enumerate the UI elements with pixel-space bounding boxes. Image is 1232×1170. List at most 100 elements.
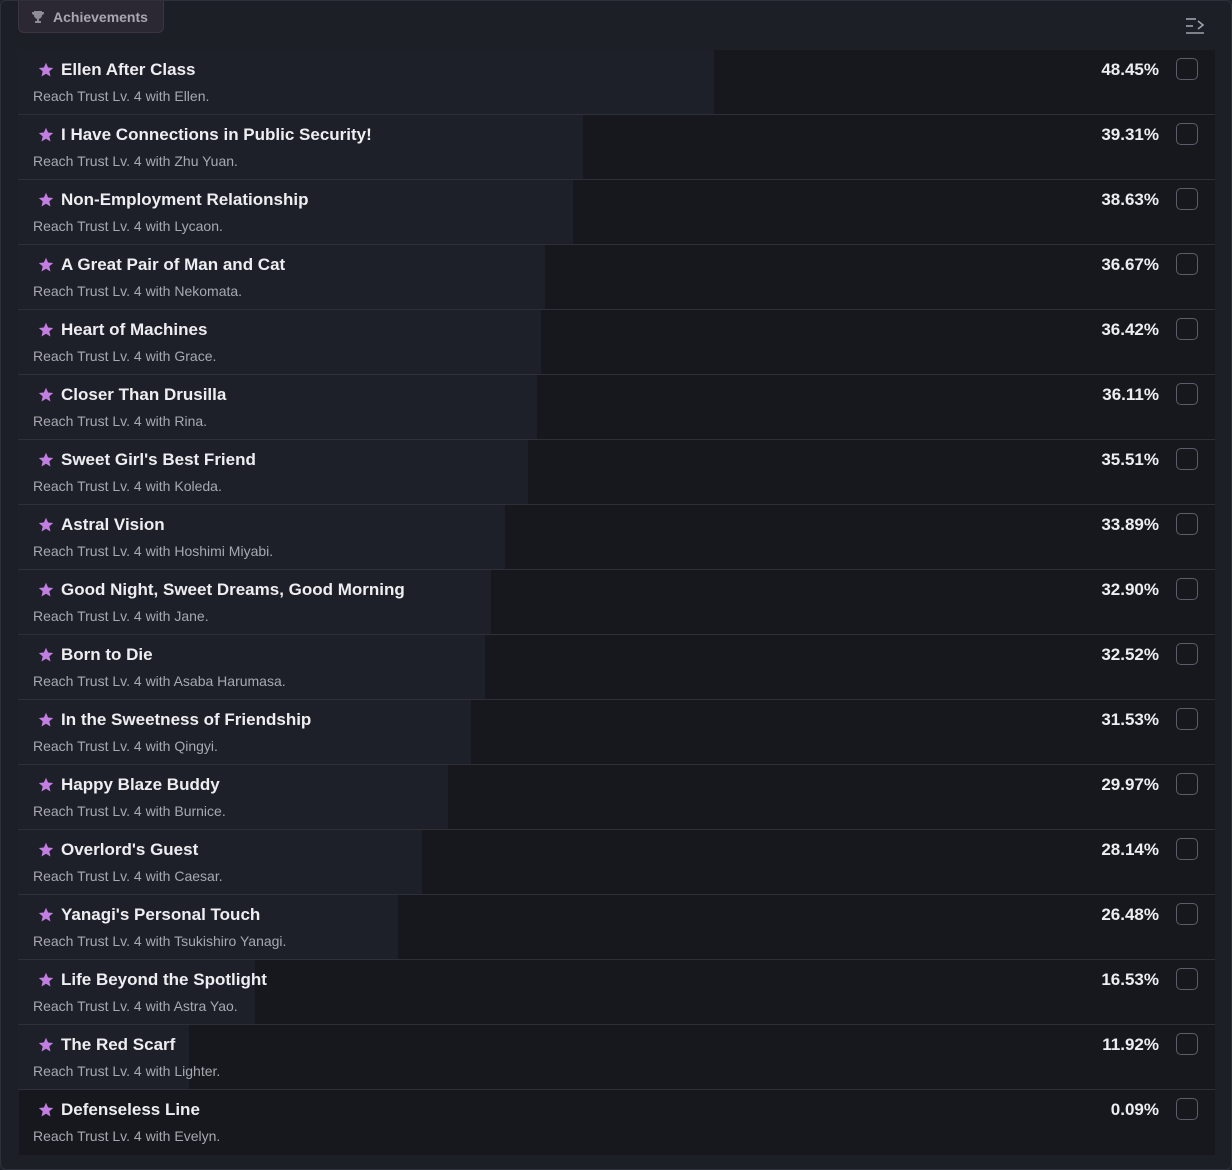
achievement-title: Good Night, Sweet Dreams, Good Morning xyxy=(61,580,405,599)
achievement-description: Reach Trust Lv. 4 with Koleda. xyxy=(33,478,222,494)
achievement-percent: 36.67% xyxy=(1101,255,1159,274)
achievement-description: Reach Trust Lv. 4 with Caesar. xyxy=(33,868,223,884)
achievement-row[interactable]: Born to Die Reach Trust Lv. 4 with Asaba … xyxy=(18,635,1215,700)
achievement-percent: 32.90% xyxy=(1101,580,1159,599)
achievement-checkbox[interactable] xyxy=(1176,383,1198,405)
achievement-description: Reach Trust Lv. 4 with Grace. xyxy=(33,348,217,364)
achievement-checkbox[interactable] xyxy=(1176,448,1198,470)
achievement-description: Reach Trust Lv. 4 with Hoshimi Miyabi. xyxy=(33,543,274,559)
achievement-title: Overlord's Guest xyxy=(61,840,199,859)
achievement-percent: 16.53% xyxy=(1101,970,1159,989)
achievement-title: Sweet Girl's Best Friend xyxy=(61,450,256,469)
achievement-description: Reach Trust Lv. 4 with Qingyi. xyxy=(33,738,218,754)
achievement-row[interactable]: Yanagi's Personal Touch Reach Trust Lv. 4… xyxy=(18,895,1215,960)
completion-bar xyxy=(18,960,256,1024)
achievement-description: Reach Trust Lv. 4 with Nekomata. xyxy=(33,283,243,299)
achievement-row[interactable]: I Have Connections in Public Security! Re… xyxy=(18,115,1215,180)
star-icon xyxy=(38,842,54,857)
achievement-row[interactable]: Non-Employment Relationship Reach Trust L… xyxy=(18,180,1215,245)
achievement-title: Ellen After Class xyxy=(61,60,196,79)
achievement-percent: 28.14% xyxy=(1101,840,1159,859)
achievement-checkbox[interactable] xyxy=(1176,58,1198,80)
achievement-description: Reach Trust Lv. 4 with Zhu Yuan. xyxy=(33,153,238,169)
achievement-description: Reach Trust Lv. 4 with Rina. xyxy=(33,413,208,429)
achievement-description: Reach Trust Lv. 4 with Tsukishiro Yanagi… xyxy=(33,933,287,949)
achievement-row[interactable]: Life Beyond the Spotlight Reach Trust Lv.… xyxy=(18,960,1215,1025)
achievement-checkbox[interactable] xyxy=(1176,188,1198,210)
achievement-title: Born to Die xyxy=(61,645,153,664)
achievement-checkbox[interactable] xyxy=(1176,123,1198,145)
achievement-title: Yanagi's Personal Touch xyxy=(61,905,261,924)
achievement-checkbox[interactable] xyxy=(1176,253,1198,275)
achievement-percent: 33.89% xyxy=(1101,515,1159,534)
star-icon xyxy=(38,712,54,727)
achievement-row[interactable]: Astral Vision Reach Trust Lv. 4 with Hosh… xyxy=(18,505,1215,570)
star-icon xyxy=(38,972,54,987)
completion-bar xyxy=(18,830,423,894)
achievement-row[interactable]: The Red Scarf Reach Trust Lv. 4 with Ligh… xyxy=(18,1025,1215,1090)
star-icon xyxy=(38,62,54,77)
achievement-row[interactable]: Happy Blaze Buddy Reach Trust Lv. 4 with … xyxy=(18,765,1215,830)
achievement-percent: 35.51% xyxy=(1101,450,1159,469)
achievement-title: The Red Scarf xyxy=(61,1035,176,1054)
achievement-title: Closer Than Drusilla xyxy=(61,385,227,404)
achievement-title: I Have Connections in Public Security! xyxy=(61,125,372,144)
achievement-row[interactable]: A Great Pair of Man and Cat Reach Trust L… xyxy=(18,245,1215,310)
collapse-panel-icon[interactable] xyxy=(1184,15,1206,37)
achievement-percent: 32.52% xyxy=(1101,645,1159,664)
star-icon xyxy=(38,582,54,597)
achievement-row[interactable]: Overlord's Guest Reach Trust Lv. 4 with C… xyxy=(18,830,1215,895)
achievement-percent: 48.45% xyxy=(1101,60,1159,79)
achievement-row[interactable]: Closer Than Drusilla Reach Trust Lv. 4 wi… xyxy=(18,375,1215,440)
completion-bar xyxy=(18,700,471,764)
achievement-row[interactable]: Sweet Girl's Best Friend Reach Trust Lv. … xyxy=(18,440,1215,505)
achievement-description: Reach Trust Lv. 4 with Evelyn. xyxy=(33,1128,221,1144)
achievement-percent: 36.42% xyxy=(1101,320,1159,339)
star-icon xyxy=(38,517,54,532)
achievement-percent: 38.63% xyxy=(1101,190,1159,209)
star-icon xyxy=(38,777,54,792)
completion-bar xyxy=(18,115,583,179)
achievement-description: Reach Trust Lv. 4 with Burnice. xyxy=(33,803,226,819)
achievement-checkbox[interactable] xyxy=(1176,903,1198,925)
completion-bar xyxy=(18,440,529,504)
star-icon xyxy=(38,192,54,207)
achievement-title: Astral Vision xyxy=(61,515,165,534)
tab-label: Achievements xyxy=(53,8,148,25)
achievement-title: Defenseless Line xyxy=(61,1100,200,1119)
achievement-percent: 26.48% xyxy=(1101,905,1159,924)
completion-bar xyxy=(18,310,542,374)
achievement-checkbox[interactable] xyxy=(1176,1098,1198,1120)
achievement-description: Reach Trust Lv. 4 with Asaba Harumasa. xyxy=(33,673,286,689)
trophy-icon xyxy=(31,10,45,24)
achievement-row[interactable]: Good Night, Sweet Dreams, Good Morning Re… xyxy=(18,570,1215,635)
achievement-checkbox[interactable] xyxy=(1176,513,1198,535)
achievement-checkbox[interactable] xyxy=(1176,318,1198,340)
achievement-row[interactable]: Ellen After Class Reach Trust Lv. 4 with … xyxy=(18,50,1215,115)
achievement-list: Ellen After Class Reach Trust Lv. 4 with … xyxy=(18,50,1215,1155)
achievement-title: Life Beyond the Spotlight xyxy=(61,970,267,989)
achievement-title: In the Sweetness of Friendship xyxy=(61,710,312,729)
achievement-title: A Great Pair of Man and Cat xyxy=(61,255,286,274)
achievement-row[interactable]: In the Sweetness of Friendship Reach Trus… xyxy=(18,700,1215,765)
star-icon xyxy=(38,1102,54,1117)
achievement-checkbox[interactable] xyxy=(1176,708,1198,730)
star-icon xyxy=(38,1037,54,1052)
achievement-checkbox[interactable] xyxy=(1176,578,1198,600)
completion-bar xyxy=(18,1090,20,1155)
achievement-title: Non-Employment Relationship xyxy=(61,190,309,209)
achievement-checkbox[interactable] xyxy=(1176,773,1198,795)
achievement-row[interactable]: Heart of Machines Reach Trust Lv. 4 with … xyxy=(18,310,1215,375)
achievement-row[interactable]: Defenseless Line Reach Trust Lv. 4 with E… xyxy=(18,1090,1215,1155)
star-icon xyxy=(38,452,54,467)
achievement-percent: 29.97% xyxy=(1101,775,1159,794)
achievement-checkbox[interactable] xyxy=(1176,968,1198,990)
achievement-checkbox[interactable] xyxy=(1176,838,1198,860)
completion-bar xyxy=(18,180,573,244)
achievement-description: Reach Trust Lv. 4 with Ellen. xyxy=(33,88,210,104)
achievements-tab[interactable]: Achievements xyxy=(18,1,164,33)
completion-bar xyxy=(18,375,537,439)
achievement-checkbox[interactable] xyxy=(1176,643,1198,665)
achievement-checkbox[interactable] xyxy=(1176,1033,1198,1055)
